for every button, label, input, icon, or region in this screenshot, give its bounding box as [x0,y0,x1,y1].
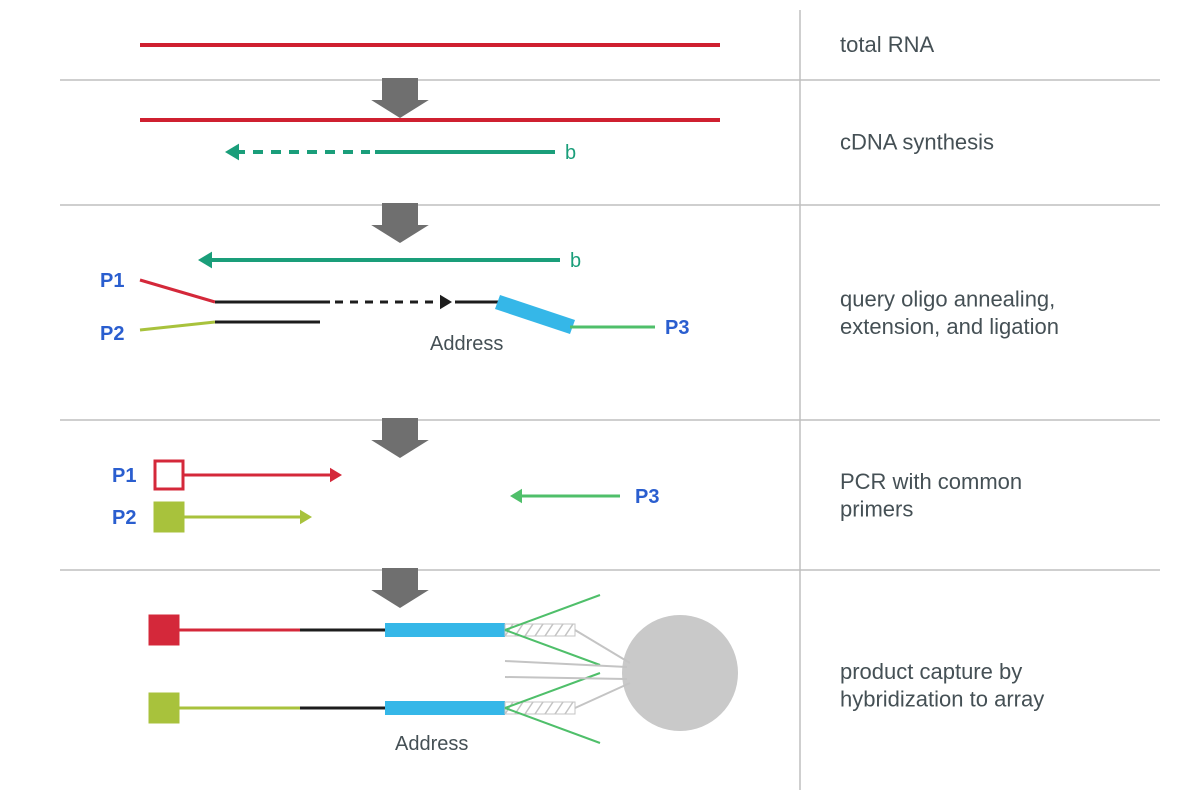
step-4-pcr: P1 P2 P3 [112,461,659,531]
step-label-2: query oligo annealing,extension, and lig… [840,286,1059,339]
label-b-step3: b [570,250,581,272]
label-p1-step3: P1 [100,270,124,292]
label-p1-step4: P1 [112,465,136,487]
label-address-step5: Address [395,733,468,755]
step-label-4: product capture byhybridization to array [840,659,1044,712]
label-p3-step4: P3 [635,486,659,508]
label-address-step3: Address [430,333,503,355]
label-p3-step3: P3 [665,317,689,339]
step-label-1: cDNA synthesis [840,130,994,155]
label-p2-step4: P2 [112,507,136,529]
step-2-cdna: b [140,120,720,164]
diagram-root: total RNA cDNA synthesis query oligo annea… [0,0,1200,800]
step-labels: total RNA cDNA synthesis query oligo annea… [840,32,1059,711]
step-label-0: total RNA [840,32,934,57]
diagram-svg: total RNA cDNA synthesis query oligo annea… [0,0,1200,800]
step-5-capture: Address [150,595,738,755]
label-b-step2: b [565,142,576,164]
label-p2-step3: P2 [100,323,124,345]
step-label-3: PCR with commonprimers [840,469,1022,522]
step-3-oligo: b P1 P2 P3 Address [100,250,689,355]
